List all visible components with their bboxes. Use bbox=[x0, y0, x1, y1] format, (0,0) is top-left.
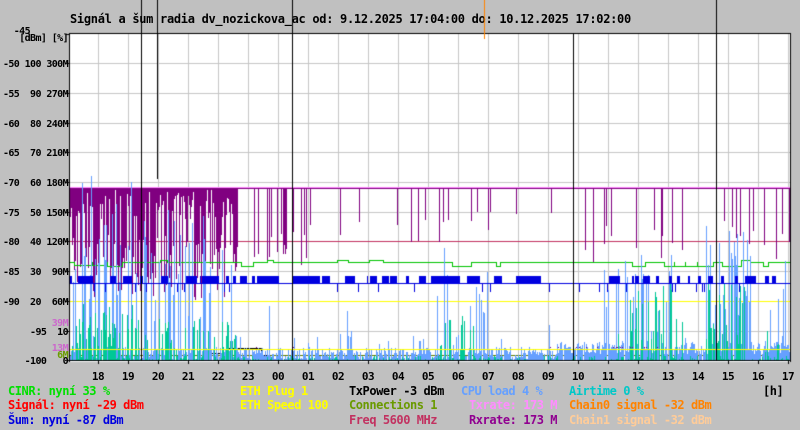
x-axis-hour-label: 23 bbox=[241, 370, 255, 383]
x-axis-hour-label: 21 bbox=[181, 370, 195, 383]
legend-item-rxrate: Rxrate: 173 M bbox=[469, 413, 558, 427]
x-axis-hour-label: 18 bbox=[91, 370, 105, 383]
x-axis-hour-label: 13 bbox=[661, 370, 675, 383]
x-axis-hour-label: 12 bbox=[631, 370, 645, 383]
legend-item-txpower: TxPower -3 dBm bbox=[349, 384, 444, 398]
x-axis-hour-label: 11 bbox=[601, 370, 615, 383]
x-axis-hour-label: 16 bbox=[751, 370, 765, 383]
legend-item-cpu-load: CPU load 4 % bbox=[461, 384, 543, 398]
x-axis-unit-label: [h] bbox=[763, 384, 784, 398]
legend-item-txrate: Txrate: 173 M bbox=[469, 398, 558, 412]
legend-item-freq: Freq 5600 MHz bbox=[349, 413, 438, 427]
legend-item-airtime: Airtime 0 % bbox=[569, 384, 644, 398]
legend-item-connections: Connections 1 bbox=[349, 398, 438, 412]
legend-item-eth-plug: ETH Plug 1 bbox=[240, 384, 308, 398]
legend-item-signal: Signál: nyní -29 dBm bbox=[8, 398, 144, 412]
x-axis-hour-label: 01 bbox=[301, 370, 315, 383]
x-axis-hour-label: 09 bbox=[541, 370, 555, 383]
legend-item-cinr: CINR: nyní 33 % bbox=[8, 384, 110, 398]
x-axis-hour-label: 10 bbox=[571, 370, 585, 383]
x-axis-hour-label: 06 bbox=[451, 370, 465, 383]
x-axis-hour-label: 22 bbox=[211, 370, 225, 383]
y-axis-unit-header: [dBm] [%] bbox=[19, 33, 68, 44]
x-axis-hour-label: 19 bbox=[121, 370, 135, 383]
x-axis-hour-label: 08 bbox=[511, 370, 525, 383]
x-axis-hour-label: 20 bbox=[151, 370, 165, 383]
x-axis-hour-label: 15 bbox=[721, 370, 735, 383]
x-axis-hour-label: 02 bbox=[331, 370, 345, 383]
x-axis-hour-label: 03 bbox=[361, 370, 375, 383]
legend-item-eth-speed: ETH Speed 100 bbox=[240, 398, 329, 412]
x-axis-hour-label: 17 bbox=[781, 370, 795, 383]
x-axis-hour-label: 05 bbox=[421, 370, 435, 383]
x-axis-hour-label: 00 bbox=[271, 370, 285, 383]
y-axis-top-label: -45 bbox=[13, 26, 31, 37]
legend-item-chain1-signal: Chain1 signal -32 dBm bbox=[569, 413, 712, 427]
x-axis-hour-label: 04 bbox=[391, 370, 405, 383]
x-axis-hour-label: 07 bbox=[481, 370, 495, 383]
legend-item-chain0-signal: Chain0 signal -32 dBm bbox=[569, 398, 712, 412]
x-axis-hour-label: 14 bbox=[691, 370, 705, 383]
legend-item-noise: Šum: nyní -87 dBm bbox=[8, 413, 124, 427]
